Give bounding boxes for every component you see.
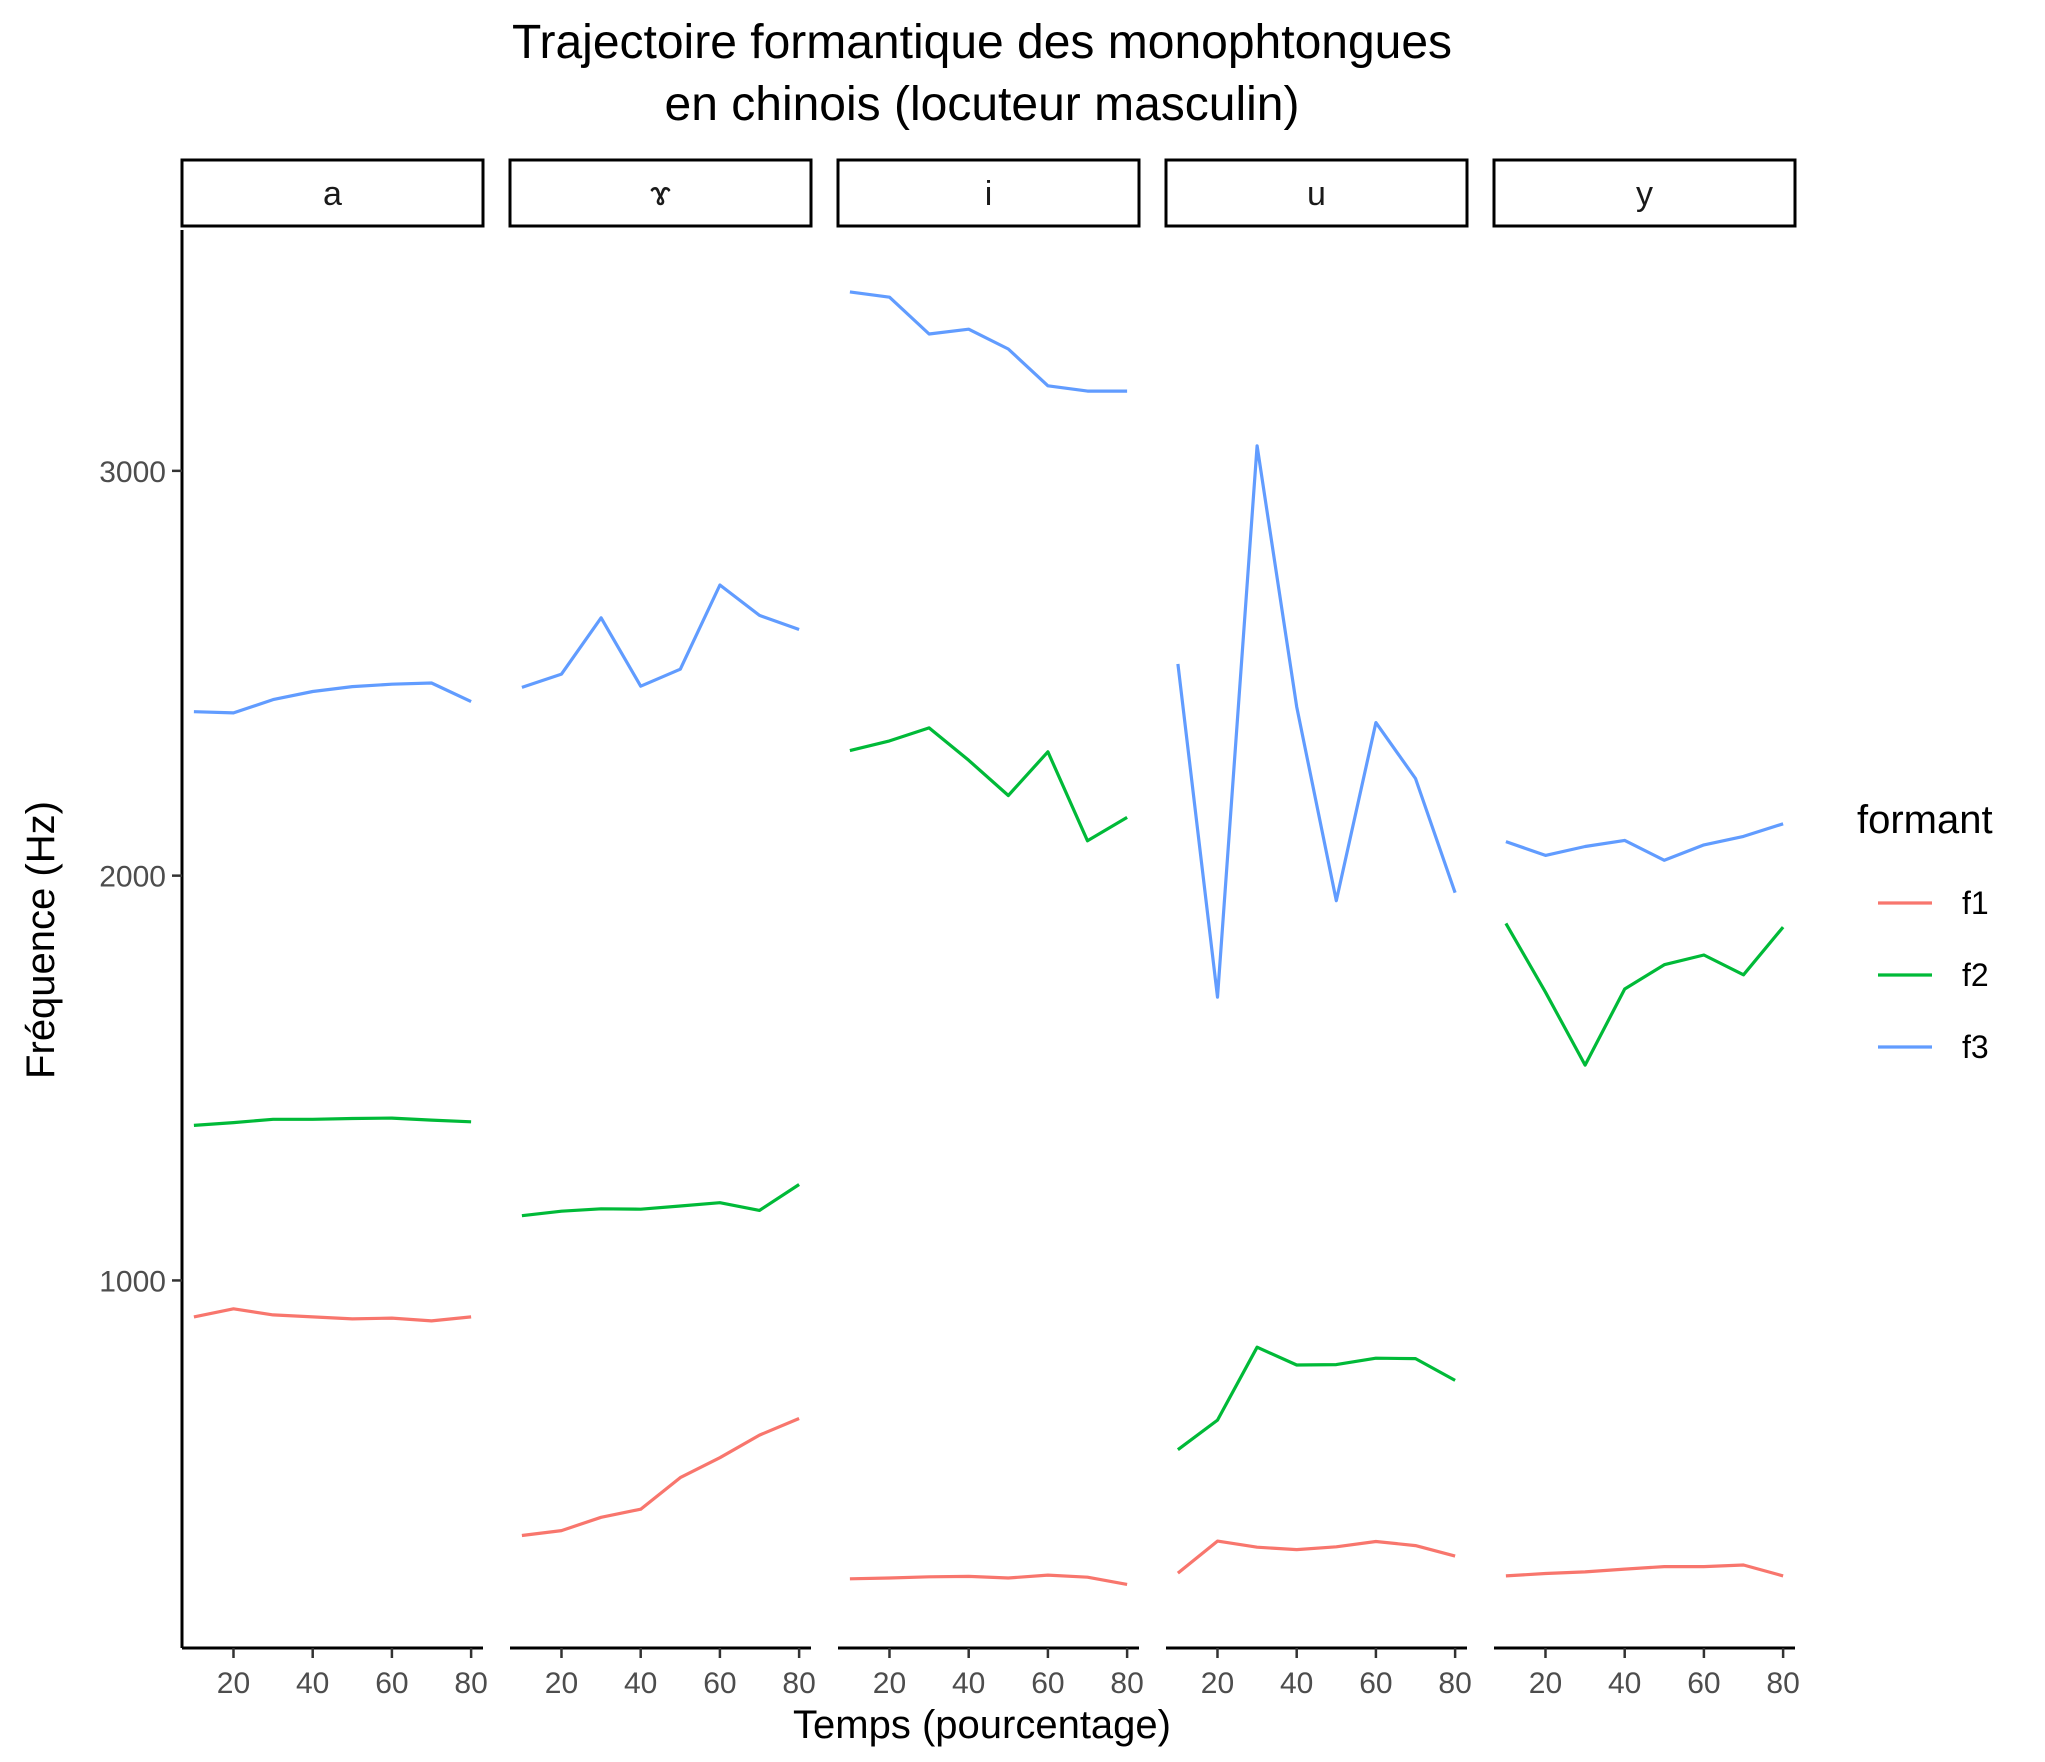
x-tick-label: 60 xyxy=(375,1667,408,1700)
x-tick-label: 60 xyxy=(1031,1667,1064,1700)
y-tick-label: 3000 xyxy=(99,456,166,489)
facet-strip xyxy=(1492,158,1797,228)
legend-label-f2: f2 xyxy=(1962,957,1989,993)
facet-panel-0: a 20 40 60 80 xyxy=(180,158,488,1700)
x-tick-label: 40 xyxy=(1608,1667,1641,1700)
facet-panel-3: u 20 40 60 80 xyxy=(1164,158,1472,1700)
series-line-f1 xyxy=(1505,1563,1784,1578)
facet-panel-1: ɤ 20 40 60 80 xyxy=(508,158,816,1700)
facet-strip xyxy=(508,158,813,228)
series-line-f3 xyxy=(521,583,800,689)
facet-strip-label: i xyxy=(985,175,993,213)
series-line-f3 xyxy=(1176,444,1457,999)
chart-title-line-1: Trajectoire formantique des monophtongue… xyxy=(512,16,1452,69)
facet-panels: a 20 40 60 80 ɤ 20 40 60 80 i 20 40 60 80 u 20 40 60 80 y 20 4… xyxy=(180,158,1800,1700)
facet-strip-label: a xyxy=(323,175,342,213)
x-tick-label: 20 xyxy=(217,1667,250,1700)
series-line-f1 xyxy=(1176,1539,1456,1575)
x-tick-label: 40 xyxy=(952,1667,985,1700)
x-tick-label: 60 xyxy=(703,1667,736,1700)
facet-strip xyxy=(836,158,1141,228)
series-line-f2 xyxy=(1176,1345,1456,1451)
y-tick-label: 2000 xyxy=(99,861,166,894)
x-tick-label: 40 xyxy=(624,1667,657,1700)
legend-title: formant xyxy=(1857,798,1993,842)
chart-title-line-2: en chinois (locuteur masculin) xyxy=(665,78,1300,131)
x-tick-label: 80 xyxy=(454,1667,487,1700)
facet-strip xyxy=(1164,158,1469,228)
x-tick-label: 60 xyxy=(1359,1667,1392,1700)
series-line-f2 xyxy=(193,1116,472,1127)
x-tick-label: 20 xyxy=(545,1667,578,1700)
legend: formant f1 f2 f3 xyxy=(1857,798,1993,1065)
y-axis: 1000 2000 3000 xyxy=(99,230,184,1648)
facet-strip-label: ɤ xyxy=(650,175,671,213)
series-line-f3 xyxy=(849,290,1128,393)
x-tick-label: 20 xyxy=(873,1667,906,1700)
legend-label-f3: f3 xyxy=(1962,1029,1989,1065)
x-axis-title: Temps (pourcentage) xyxy=(793,1703,1171,1747)
series-line-f1 xyxy=(521,1417,800,1538)
legend-label-f1: f1 xyxy=(1962,885,1989,921)
facet-strip xyxy=(180,158,485,228)
x-tick-label: 40 xyxy=(296,1667,329,1700)
facet-strip-label: u xyxy=(1307,175,1326,213)
x-tick-label: 80 xyxy=(782,1667,815,1700)
facet-strip-label: y xyxy=(1636,175,1653,213)
x-tick-label: 80 xyxy=(1438,1667,1471,1700)
facet-panel-4: y 20 40 60 80 xyxy=(1492,158,1800,1700)
y-tick-label: 1000 xyxy=(99,1265,166,1298)
series-line-f2 xyxy=(1504,922,1785,1067)
series-line-f1 xyxy=(849,1573,1128,1586)
series-line-f1 xyxy=(193,1307,472,1323)
x-tick-label: 20 xyxy=(1201,1667,1234,1700)
x-tick-label: 80 xyxy=(1766,1667,1799,1700)
series-line-f2 xyxy=(849,726,1128,843)
x-tick-label: 80 xyxy=(1110,1667,1143,1700)
y-axis-title: Fréquence (Hz) xyxy=(19,801,63,1079)
x-tick-label: 20 xyxy=(1529,1667,1562,1700)
series-line-f3 xyxy=(193,681,472,715)
series-line-f3 xyxy=(1505,822,1784,862)
x-tick-label: 60 xyxy=(1687,1667,1720,1700)
x-tick-label: 40 xyxy=(1280,1667,1313,1700)
facet-panel-2: i 20 40 60 80 xyxy=(836,158,1144,1700)
series-line-f2 xyxy=(521,1183,800,1218)
